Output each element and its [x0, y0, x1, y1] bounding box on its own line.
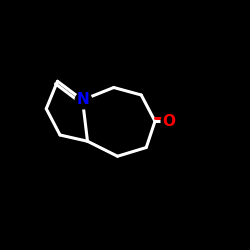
Text: N: N — [76, 92, 89, 108]
Text: O: O — [162, 114, 175, 129]
